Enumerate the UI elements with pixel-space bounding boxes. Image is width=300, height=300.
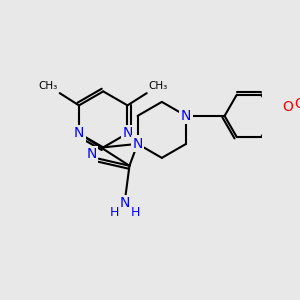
Text: N: N [120, 196, 130, 210]
Text: N: N [181, 109, 191, 123]
Text: N: N [74, 126, 84, 140]
Text: O: O [282, 100, 293, 114]
Text: CH₃: CH₃ [148, 81, 168, 92]
Text: CH₃: CH₃ [39, 81, 58, 92]
Text: H: H [131, 206, 140, 220]
Text: N: N [132, 137, 143, 151]
Text: N: N [87, 147, 97, 161]
Text: N: N [122, 126, 133, 140]
Text: O: O [294, 97, 300, 111]
Text: H: H [110, 206, 119, 220]
